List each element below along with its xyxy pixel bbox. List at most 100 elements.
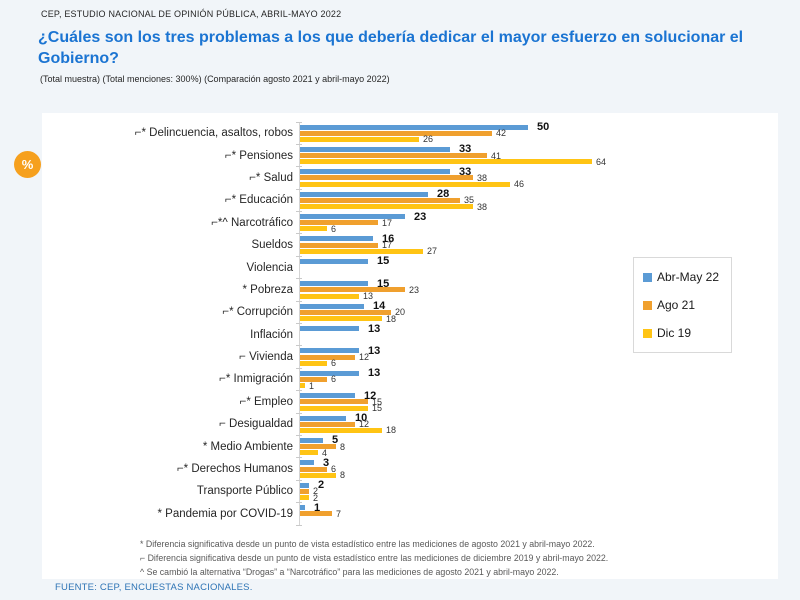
value-label: 13 bbox=[368, 344, 381, 357]
bar-group: 16 17 27 bbox=[296, 232, 772, 257]
category-label: Inflación bbox=[250, 328, 293, 341]
value-label: 2 bbox=[313, 486, 319, 497]
value-label: 33 bbox=[459, 165, 472, 178]
value-label: 15 bbox=[372, 396, 383, 407]
bar-ago-21 bbox=[300, 444, 336, 450]
chart-row: ⌐* Empleo 12 15 15 bbox=[42, 390, 772, 414]
bar-dic-19 bbox=[300, 495, 309, 501]
value-label: 64 bbox=[596, 156, 607, 167]
bar-dic-19 bbox=[300, 248, 423, 254]
value-label: 17 bbox=[382, 240, 393, 251]
value-label: 16 bbox=[382, 232, 395, 245]
bar-ago-21 bbox=[300, 309, 391, 315]
legend-swatch-icon bbox=[643, 300, 652, 310]
bar-dic-19 bbox=[300, 450, 318, 456]
bar-abr-may-22 bbox=[300, 258, 368, 264]
chart-row: ⌐* Delincuencia, asaltos, robos 50 42 26 bbox=[42, 121, 772, 145]
category-label: * Medio Ambiente bbox=[202, 440, 293, 453]
bar-abr-may-22 bbox=[300, 146, 450, 152]
value-label: 13 bbox=[363, 291, 374, 302]
bar-group: 33 41 64 bbox=[296, 143, 772, 167]
bar-ago-21 bbox=[300, 242, 378, 248]
bar-dic-19 bbox=[300, 405, 368, 411]
value-label: 15 bbox=[377, 277, 390, 290]
value-label: 35 bbox=[464, 195, 475, 206]
report-eyebrow: CEP, ESTUDIO NACIONAL DE OPINIÓN PÚBLICA… bbox=[41, 9, 342, 19]
bar-chart: ⌐* Delincuencia, asaltos, robos 50 42 26 ⌐* … bbox=[42, 121, 772, 526]
bar-ago-21 bbox=[300, 399, 368, 405]
value-label: 4 bbox=[322, 447, 328, 458]
legend-item-dic-19: Dic 19 bbox=[643, 326, 722, 340]
bar-ago-21 bbox=[300, 130, 492, 136]
chart-row: ⌐* Pensiones 33 41 64 bbox=[42, 143, 772, 167]
chart-row: * Pobreza 15 23 13 bbox=[42, 277, 772, 302]
bar-ago-21 bbox=[300, 220, 378, 226]
bar-dic-19 bbox=[300, 159, 592, 165]
bar-dic-19 bbox=[300, 181, 510, 187]
page-subtitle: (Total muestra) (Total menciones: 300%) … bbox=[40, 74, 390, 84]
value-label: 2 bbox=[318, 479, 325, 492]
value-label: 33 bbox=[459, 143, 472, 156]
value-label: 41 bbox=[491, 150, 502, 161]
bar-abr-may-22 bbox=[300, 437, 323, 443]
category-label: ⌐* Derechos Humanos bbox=[176, 463, 293, 476]
bar-abr-may-22 bbox=[300, 460, 314, 466]
bar-dic-19 bbox=[300, 204, 473, 210]
value-label: 38 bbox=[477, 172, 488, 183]
value-label: 6 bbox=[331, 464, 337, 475]
chart-legend: Abr-May 22 Ago 21 Dic 19 bbox=[633, 257, 732, 353]
value-label: 18 bbox=[386, 425, 397, 436]
value-label: 23 bbox=[414, 210, 427, 223]
chart-row: ⌐* Corrupción 14 20 18 bbox=[42, 300, 772, 324]
bar-abr-may-22 bbox=[300, 169, 450, 175]
category-label: Sueldos bbox=[251, 239, 293, 252]
value-label: 12 bbox=[359, 352, 370, 363]
category-label: Transporte Público bbox=[196, 485, 293, 498]
bar-group: 10 12 18 bbox=[296, 412, 772, 436]
bar-group: 33 38 46 bbox=[296, 165, 772, 190]
category-label: ⌐ Vivienda bbox=[239, 351, 293, 364]
value-label: 8 bbox=[340, 441, 346, 452]
bar-ago-21 bbox=[300, 153, 487, 159]
bar-dic-19 bbox=[300, 360, 327, 366]
value-label: 15 bbox=[377, 255, 390, 268]
source-line: FUENTE: CEP, ENCUESTAS NACIONALES. bbox=[55, 582, 253, 593]
bar-dic-19 bbox=[300, 226, 327, 232]
chart-row: ⌐ Desigualdad 10 12 18 bbox=[42, 412, 772, 436]
value-label: 8 bbox=[340, 470, 346, 481]
value-label: 20 bbox=[395, 307, 406, 318]
bar-ago-21 bbox=[300, 466, 327, 472]
value-label: 38 bbox=[477, 201, 488, 212]
chart-row: Violencia 15 bbox=[42, 255, 772, 279]
bar-ago-21 bbox=[300, 287, 405, 293]
category-label: * Pandemia por COVID-19 bbox=[157, 507, 293, 520]
value-label: 13 bbox=[368, 322, 381, 335]
bar-abr-may-22 bbox=[300, 236, 373, 242]
bar-ago-21 bbox=[300, 376, 327, 382]
value-label: 1 bbox=[309, 380, 315, 391]
value-label: 6 bbox=[331, 223, 337, 234]
category-label: ⌐* Inmigración bbox=[219, 373, 293, 386]
bar-dic-19 bbox=[300, 293, 359, 299]
bar-group: 23 17 6 bbox=[296, 210, 772, 234]
bar-group: 15 bbox=[296, 255, 772, 279]
bar-dic-19 bbox=[300, 316, 382, 321]
value-label: 15 bbox=[372, 403, 383, 414]
chart-row: * Pandemia por COVID-19 1 7 bbox=[42, 502, 772, 526]
bar-ago-21 bbox=[300, 175, 473, 181]
bar-ago-21 bbox=[300, 421, 355, 427]
value-label: 7 bbox=[336, 508, 342, 519]
bar-abr-may-22 bbox=[300, 370, 359, 376]
value-label: 46 bbox=[514, 179, 525, 190]
bar-group: 15 23 13 bbox=[296, 277, 772, 302]
bar-dic-19 bbox=[300, 383, 305, 389]
bar-ago-21 bbox=[300, 354, 355, 360]
chart-row: Transporte Público 2 2 2 bbox=[42, 479, 772, 503]
chart-row: ⌐* Salud 33 38 46 bbox=[42, 165, 772, 190]
category-label: ⌐* Empleo bbox=[239, 395, 293, 408]
legend-item-abr-may-22: Abr-May 22 bbox=[643, 270, 722, 284]
category-label: ⌐* Pensiones bbox=[224, 149, 293, 162]
bar-group: 50 42 26 bbox=[296, 121, 772, 145]
value-label: 14 bbox=[373, 300, 386, 313]
